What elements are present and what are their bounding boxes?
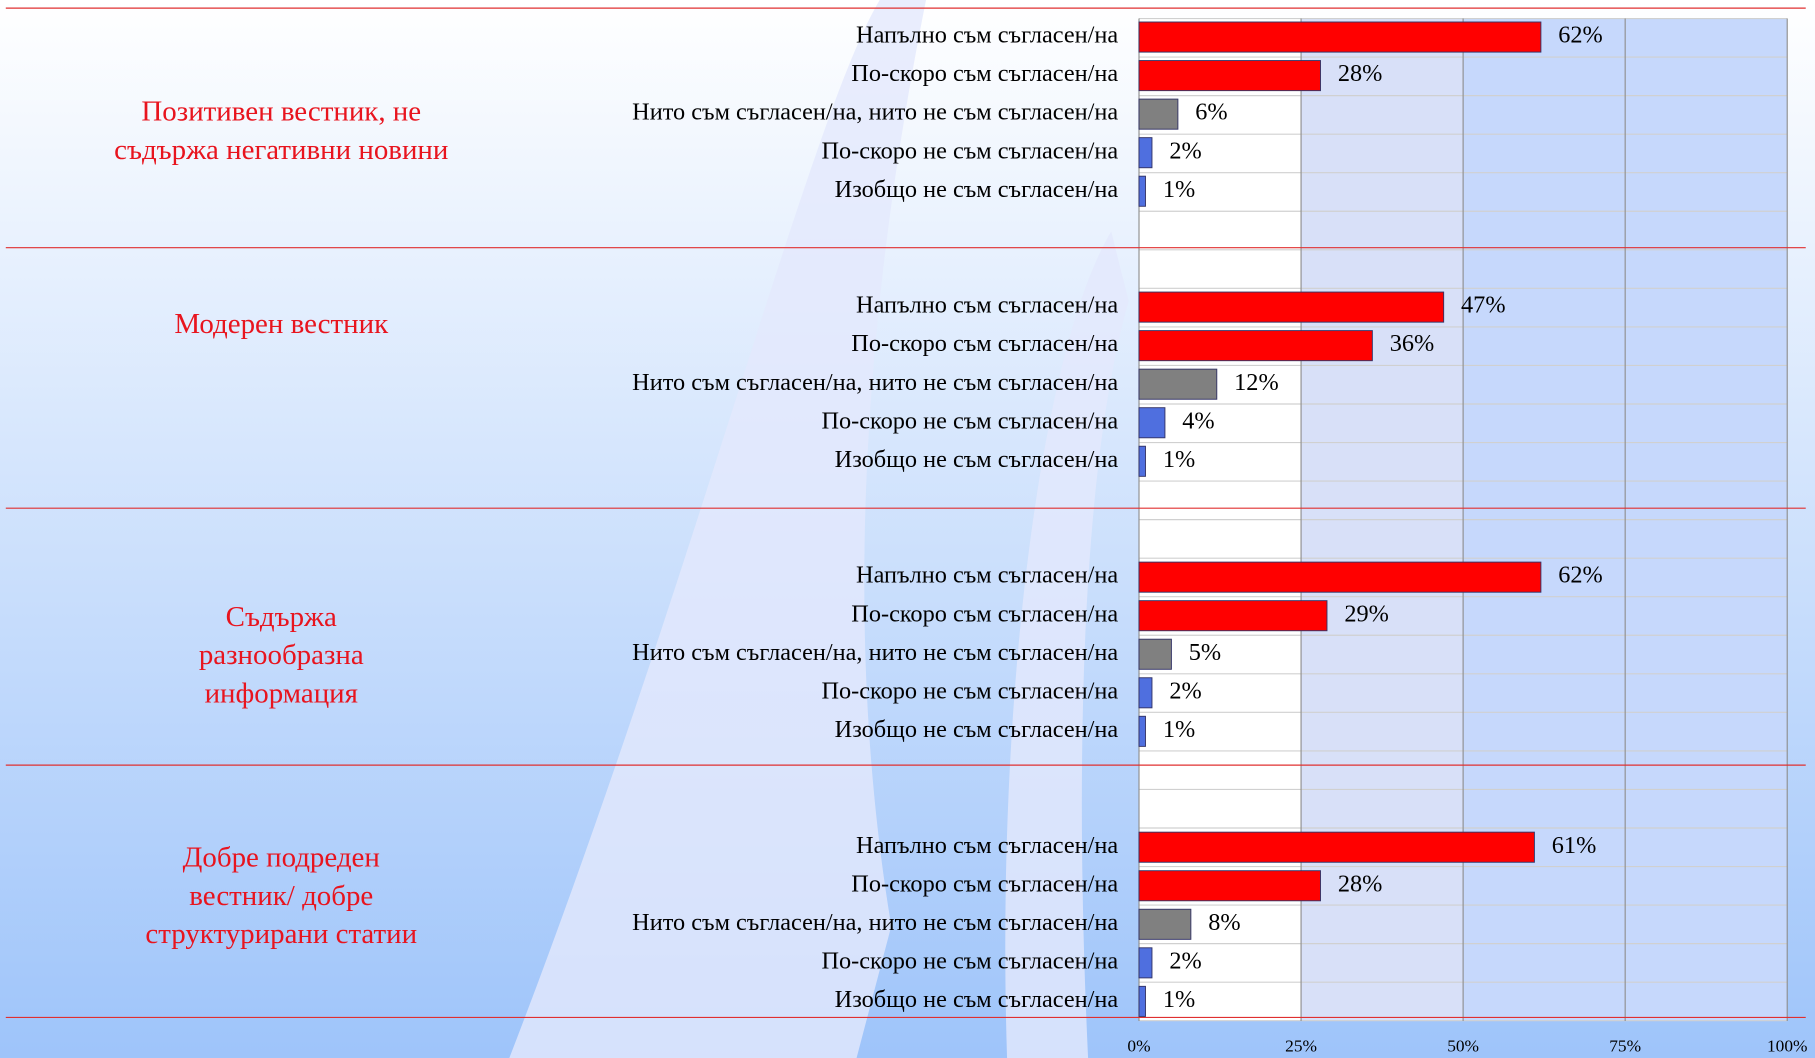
category-label: По-скоро не съм съгласен/на [821, 137, 1118, 164]
category-label: Нито съм съгласен/на, нито не съм съглас… [632, 99, 1118, 126]
category-label: Напълно съм съгласен/на [856, 832, 1118, 859]
category-label: Напълно съм съгласен/на [856, 292, 1118, 319]
group-label: Позитивен вестник, не [141, 96, 421, 128]
group-label: информация [205, 677, 358, 709]
bar [1139, 138, 1152, 168]
value-label: 2% [1169, 947, 1201, 974]
category-label: По-скоро съм съгласен/на [851, 60, 1118, 87]
value-label: 1% [1163, 986, 1195, 1013]
category-label: Изобщо не съм съгласен/на [835, 176, 1119, 203]
bar [1139, 408, 1165, 438]
value-label: 29% [1344, 600, 1389, 627]
value-label: 2% [1169, 677, 1201, 704]
x-tick-label: 100% [1767, 1037, 1808, 1056]
category-label: Напълно съм съгласен/на [856, 562, 1118, 589]
bar [1139, 639, 1171, 669]
bar [1139, 562, 1541, 592]
group-label: разнообразна [199, 639, 364, 671]
bar [1139, 292, 1444, 322]
bar [1139, 176, 1145, 206]
bar [1139, 832, 1534, 862]
bar [1139, 678, 1152, 708]
category-label: Нито съм съгласен/на, нито не съм съглас… [632, 909, 1118, 936]
value-label: 4% [1182, 407, 1214, 434]
category-label: По-скоро съм съгласен/на [851, 870, 1118, 897]
group-label: Съдържа [226, 601, 337, 633]
group-label: съдържа негативни новини [114, 134, 448, 166]
category-label: Изобщо не съм съгласен/на [835, 446, 1119, 473]
bar [1139, 369, 1217, 399]
bar [1139, 871, 1321, 901]
value-label: 28% [1338, 870, 1383, 897]
bar [1139, 61, 1321, 91]
group-label: Добре подреден [183, 842, 380, 874]
value-label: 61% [1552, 832, 1597, 859]
value-label: 1% [1163, 716, 1195, 743]
value-label: 62% [1558, 22, 1603, 49]
value-label: 28% [1338, 60, 1383, 87]
category-label: Напълно съм съгласен/на [856, 22, 1118, 49]
bar [1139, 601, 1327, 631]
category-label: По-скоро не съм съгласен/на [821, 947, 1118, 974]
x-tick-label: 75% [1609, 1037, 1641, 1056]
value-label: 1% [1163, 446, 1195, 473]
x-tick-label: 50% [1447, 1037, 1479, 1056]
bar [1139, 948, 1152, 978]
group-label: структурирани статии [145, 918, 417, 950]
category-label: Нито съм съгласен/на, нито не съм съглас… [632, 369, 1118, 396]
category-label: По-скоро не съм съгласен/на [821, 407, 1118, 434]
value-label: 1% [1163, 176, 1195, 203]
category-label: Изобщо не съм съгласен/на [835, 716, 1119, 743]
bar [1139, 331, 1372, 361]
category-label: По-скоро съм съгласен/на [851, 600, 1118, 627]
group-label: вестник/ добре [189, 880, 373, 912]
x-tick-label: 0% [1127, 1037, 1150, 1056]
category-label: По-скоро не съм съгласен/на [821, 677, 1118, 704]
category-label: Нито съм съгласен/на, нито не съм съглас… [632, 639, 1118, 666]
value-label: 62% [1558, 562, 1603, 589]
value-label: 8% [1208, 909, 1240, 936]
value-label: 5% [1189, 639, 1221, 666]
bar [1139, 716, 1145, 746]
bar [1139, 986, 1145, 1016]
category-label: По-скоро съм съгласен/на [851, 330, 1118, 357]
bar [1139, 99, 1178, 129]
chart: 0% 25% 50% 75% 100% Напълно съм съгласен/на 62… [0, 0, 1815, 1058]
value-label: 47% [1461, 292, 1506, 319]
value-label: 2% [1169, 137, 1201, 164]
bar [1139, 22, 1541, 52]
category-label: Изобщо не съм съгласен/на [835, 986, 1119, 1013]
value-label: 36% [1390, 330, 1435, 357]
bar [1139, 909, 1191, 939]
value-label: 12% [1234, 369, 1279, 396]
group-label: Модерен вестник [174, 308, 389, 340]
x-tick-label: 25% [1285, 1037, 1317, 1056]
bar [1139, 446, 1145, 476]
value-label: 6% [1195, 99, 1227, 126]
